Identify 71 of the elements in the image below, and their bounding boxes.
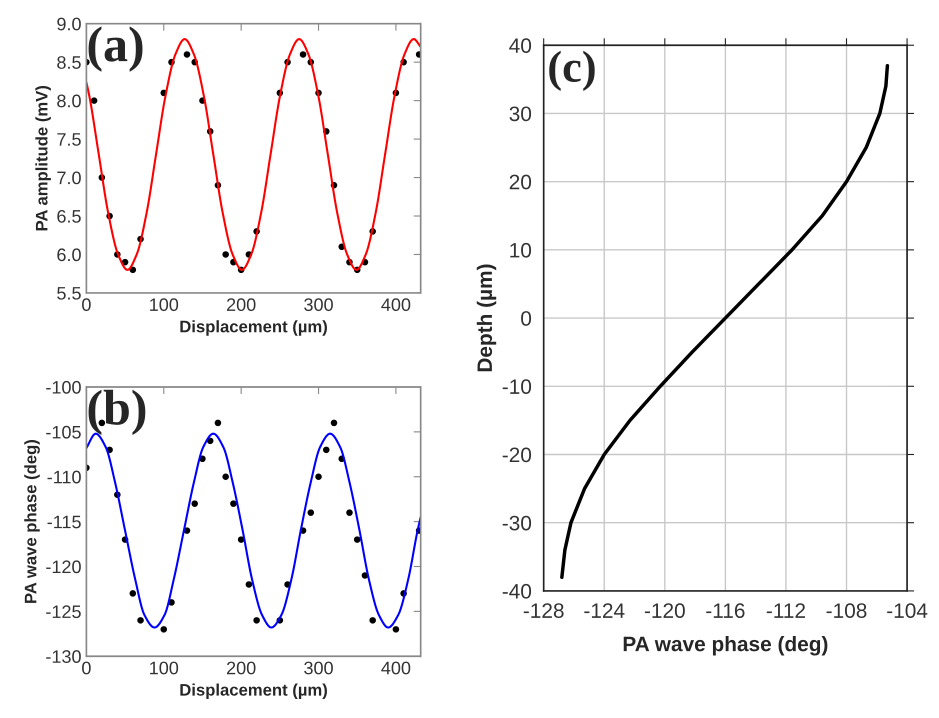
y-axis-title: PA wave phase (deg) (24, 440, 40, 603)
point (300, 51, 306, 58)
point (160, 626, 168, 633)
x-tick-label: 300 (304, 662, 333, 674)
y-tick-label: 6.5 (57, 210, 81, 223)
point (191, 500, 198, 507)
y-tick-label: 8.0 (57, 94, 81, 108)
y-tick-label: -120 (46, 560, 81, 574)
y-tick-label: -105 (46, 426, 81, 439)
y-tick-label: -10 (502, 379, 532, 394)
x-tick-label: 300 (304, 298, 333, 312)
point (315, 473, 322, 480)
y-tick-label: 10 (510, 242, 532, 258)
x-axis-title: Displacement (µm) (180, 320, 327, 336)
point (184, 51, 190, 58)
y-tick-label: 6.0 (57, 248, 81, 262)
point (392, 626, 400, 633)
y-tick-label: 20 (510, 174, 532, 190)
x-tick-label: -108 (826, 603, 866, 618)
x-tick-label: 100 (150, 662, 178, 674)
y-tick-label: 7.0 (57, 171, 81, 184)
point (214, 420, 222, 426)
point (369, 617, 376, 624)
x-tick-label: 400 (381, 662, 410, 674)
point (346, 509, 353, 516)
y-tick-label: -130 (46, 650, 81, 663)
point (330, 420, 338, 426)
point (230, 500, 237, 507)
y-tick-label: -20 (502, 447, 532, 462)
y-tick-label: 40 (509, 38, 532, 53)
y-tick-label: -30 (502, 516, 532, 530)
y-tick-label: -110 (48, 470, 81, 484)
y-tick-label: 0 (521, 311, 532, 326)
x-tick-label: 200 (226, 298, 256, 312)
y-tick-label: -100 (46, 380, 81, 394)
y-tick-label: -115 (48, 516, 81, 528)
x-tick-label: -120 (644, 603, 685, 618)
y-tick-label: 9.0 (57, 18, 81, 30)
point (323, 446, 330, 454)
x-tick-label: 400 (381, 298, 410, 312)
point (308, 509, 314, 516)
x-tick-label: -116 (706, 603, 745, 618)
x-tick-label: -104 (887, 603, 928, 618)
y-tick-label: 7.5 (57, 133, 81, 146)
x-tick-label: -112 (766, 603, 805, 618)
x-tick-label: 200 (226, 662, 256, 674)
point (354, 536, 360, 543)
y-axis-title: Depth (µm) (476, 264, 496, 372)
annotation: (b) (88, 390, 146, 436)
x-axis-title: PA wave phase (deg) (624, 636, 828, 656)
annotation: (c) (549, 50, 595, 91)
y-tick-label: -125 (46, 605, 81, 618)
x-tick-label: 0 (82, 662, 91, 674)
y-tick-label: 30 (510, 106, 532, 122)
y-tick-label: 8.5 (57, 56, 81, 69)
x-axis-title: Displacement (µm) (180, 684, 327, 700)
y-axis-title: PA amplitude (mV) (35, 86, 51, 230)
x-tick-label: -124 (584, 603, 624, 618)
point (130, 590, 136, 597)
x-tick-label: 0 (82, 298, 91, 312)
point (222, 251, 229, 258)
point (90, 97, 98, 104)
annotation: (a) (88, 26, 142, 72)
point (222, 473, 229, 480)
point (246, 581, 252, 588)
x-tick-label: -128 (524, 603, 564, 618)
point (253, 617, 260, 624)
y-tick-label: -40 (502, 584, 532, 599)
x-tick-label: 100 (150, 298, 178, 312)
point (137, 617, 144, 624)
y-tick-label: 5.5 (57, 287, 81, 300)
